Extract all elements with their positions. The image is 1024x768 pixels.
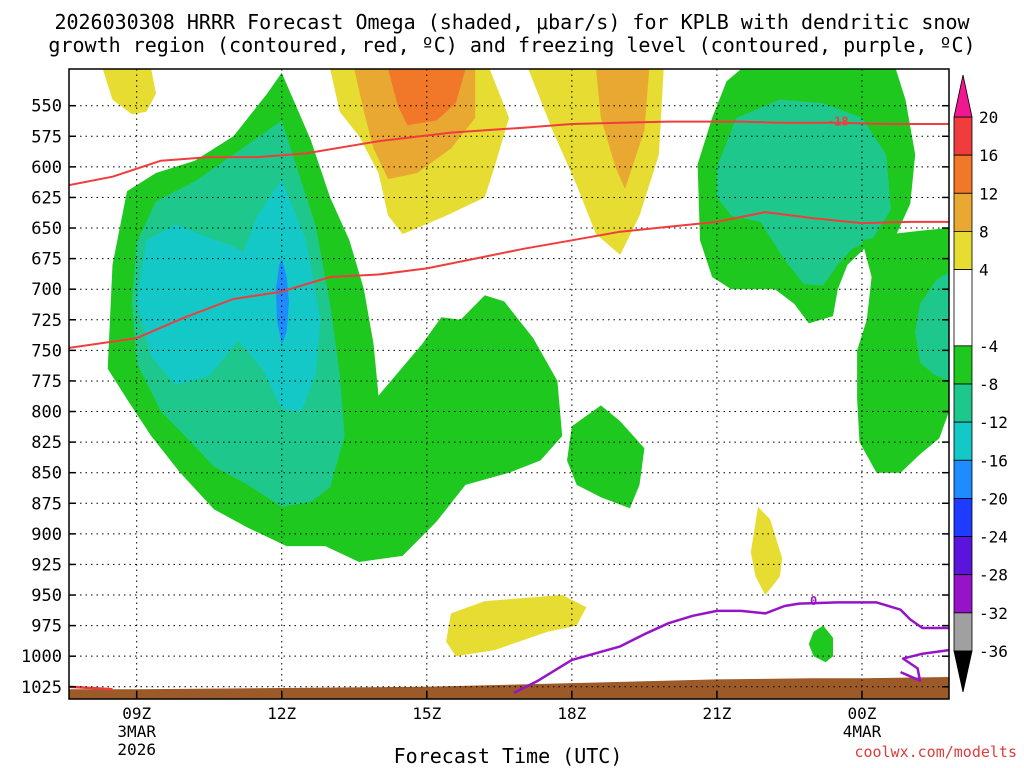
y-tick-label-825: 825 bbox=[31, 433, 62, 453]
contour--12C-bottom bbox=[69, 211, 949, 349]
colorbar-label--32: -32 bbox=[979, 604, 1008, 623]
x-tick-label-09Z: 09Z bbox=[122, 704, 151, 723]
red-surface-segment bbox=[69, 685, 113, 691]
x-tick-label-18Z: 18Z bbox=[557, 704, 586, 723]
y-tick-label-975: 975 bbox=[31, 617, 62, 637]
colorbar-label--8: -8 bbox=[979, 375, 998, 394]
omega-region-sinking-yellow-top-left bbox=[102, 69, 156, 115]
omega-region-rising-green-small-bottom bbox=[808, 625, 833, 663]
y-tick-label-1025: 1025 bbox=[21, 678, 62, 698]
colorbar-band-8-12 bbox=[953, 192, 973, 232]
omega-region-rising-green-midright bbox=[567, 405, 645, 509]
omega-region-sinking-yellow-small-right bbox=[750, 506, 783, 595]
omega-region-sinking-light-orange-right bbox=[596, 69, 650, 189]
x-tick-label-15Z: 15Z bbox=[412, 704, 441, 723]
colorbar-band--16--12 bbox=[953, 421, 973, 461]
omega-region-rising-cyan-left bbox=[136, 179, 321, 412]
contour--18C-top bbox=[69, 120, 949, 187]
colorbar-label-8: 8 bbox=[979, 222, 989, 241]
y-tick-label-775: 775 bbox=[31, 372, 62, 392]
colorbar-band-16-20 bbox=[953, 116, 973, 156]
y-tick-label-900: 900 bbox=[31, 525, 62, 545]
colorbar-label--20: -20 bbox=[979, 489, 1008, 508]
omega-region-rising-teal-right bbox=[915, 272, 949, 381]
ground-surface bbox=[69, 677, 949, 699]
x-tick-label-12Z: 12Z bbox=[267, 704, 296, 723]
x-tick-year-09Z: 2026 bbox=[117, 740, 156, 759]
y-tick-label-750: 750 bbox=[31, 341, 62, 361]
colorbar-label--36: -36 bbox=[979, 642, 1008, 661]
y-tick-label-650: 650 bbox=[31, 219, 62, 239]
colorbar-label-20: 20 bbox=[979, 108, 998, 127]
omega-region-rising-blue-left bbox=[275, 258, 289, 345]
colorbar-top-arrow bbox=[953, 74, 973, 118]
contour-0C-main bbox=[513, 601, 949, 695]
y-tick-label-875: 875 bbox=[31, 494, 62, 514]
omega-region-rising-green-right bbox=[857, 228, 949, 473]
chart-title-line-1: 2026030308 HRRR Forecast Omega (shaded, … bbox=[54, 10, 970, 34]
colorbar-band--36--32 bbox=[953, 612, 973, 652]
contour-label--18C-top: -18 bbox=[827, 115, 849, 129]
colorbar-band-12-16 bbox=[953, 154, 973, 194]
colorbar-band--24--20 bbox=[953, 498, 973, 537]
plot-frame bbox=[68, 68, 950, 700]
contour-label-0C-main: 0 bbox=[810, 594, 817, 608]
colorbar-band--32--28 bbox=[953, 574, 973, 614]
y-tick-label-950: 950 bbox=[31, 586, 62, 606]
colorbar-label--16: -16 bbox=[979, 451, 1008, 470]
colorbar-label--24: -24 bbox=[979, 528, 1008, 547]
y-tick-label-925: 925 bbox=[31, 555, 62, 575]
colorbar-label-16: 16 bbox=[979, 146, 998, 165]
colorbar-label--28: -28 bbox=[979, 566, 1008, 585]
y-tick-label-600: 600 bbox=[31, 158, 62, 178]
chart-title-line-2: growth region (contoured, red, ºC) and f… bbox=[48, 33, 976, 57]
x-tick-label-00Z: 00Z bbox=[848, 704, 877, 723]
contour-0C-near-surface bbox=[900, 648, 949, 682]
colorbar-band--12--8 bbox=[953, 383, 973, 423]
colorbar-band--20--16 bbox=[953, 459, 973, 499]
x-tick-date-09Z: 3MAR bbox=[117, 722, 156, 741]
x-tick-label-21Z: 21Z bbox=[702, 704, 731, 723]
colorbar-band--8--4 bbox=[953, 345, 973, 385]
y-tick-label-625: 625 bbox=[31, 188, 62, 208]
y-tick-label-850: 850 bbox=[31, 464, 62, 484]
x-tick-date-00Z: 4MAR bbox=[843, 722, 882, 741]
y-tick-label-675: 675 bbox=[31, 250, 62, 270]
y-tick-label-550: 550 bbox=[31, 97, 62, 117]
y-tick-label-1000: 1000 bbox=[21, 647, 62, 667]
omega-region-sinking-yellow-lowcenter bbox=[446, 595, 587, 657]
colorbar-label-4: 4 bbox=[979, 261, 989, 280]
colorbar-label-12: 12 bbox=[979, 184, 998, 203]
colorbar-label--12: -12 bbox=[979, 413, 1008, 432]
y-tick-label-700: 700 bbox=[31, 280, 62, 300]
colorbar-label--4: -4 bbox=[979, 337, 998, 356]
colorbar-bottom-arrow bbox=[953, 650, 973, 693]
colorbar-band--4-4 bbox=[953, 269, 973, 347]
y-tick-label-725: 725 bbox=[31, 311, 62, 331]
y-tick-label-575: 575 bbox=[31, 127, 62, 147]
colorbar-band--28--24 bbox=[953, 536, 973, 576]
x-axis-title: Forecast Time (UTC) bbox=[394, 744, 623, 768]
colorbar-band-4-8 bbox=[953, 231, 973, 270]
source-credit: coolwx.com/modelts bbox=[854, 743, 1017, 761]
omega-region-rising-teal-top-right bbox=[716, 99, 891, 286]
y-tick-label-800: 800 bbox=[31, 403, 62, 423]
